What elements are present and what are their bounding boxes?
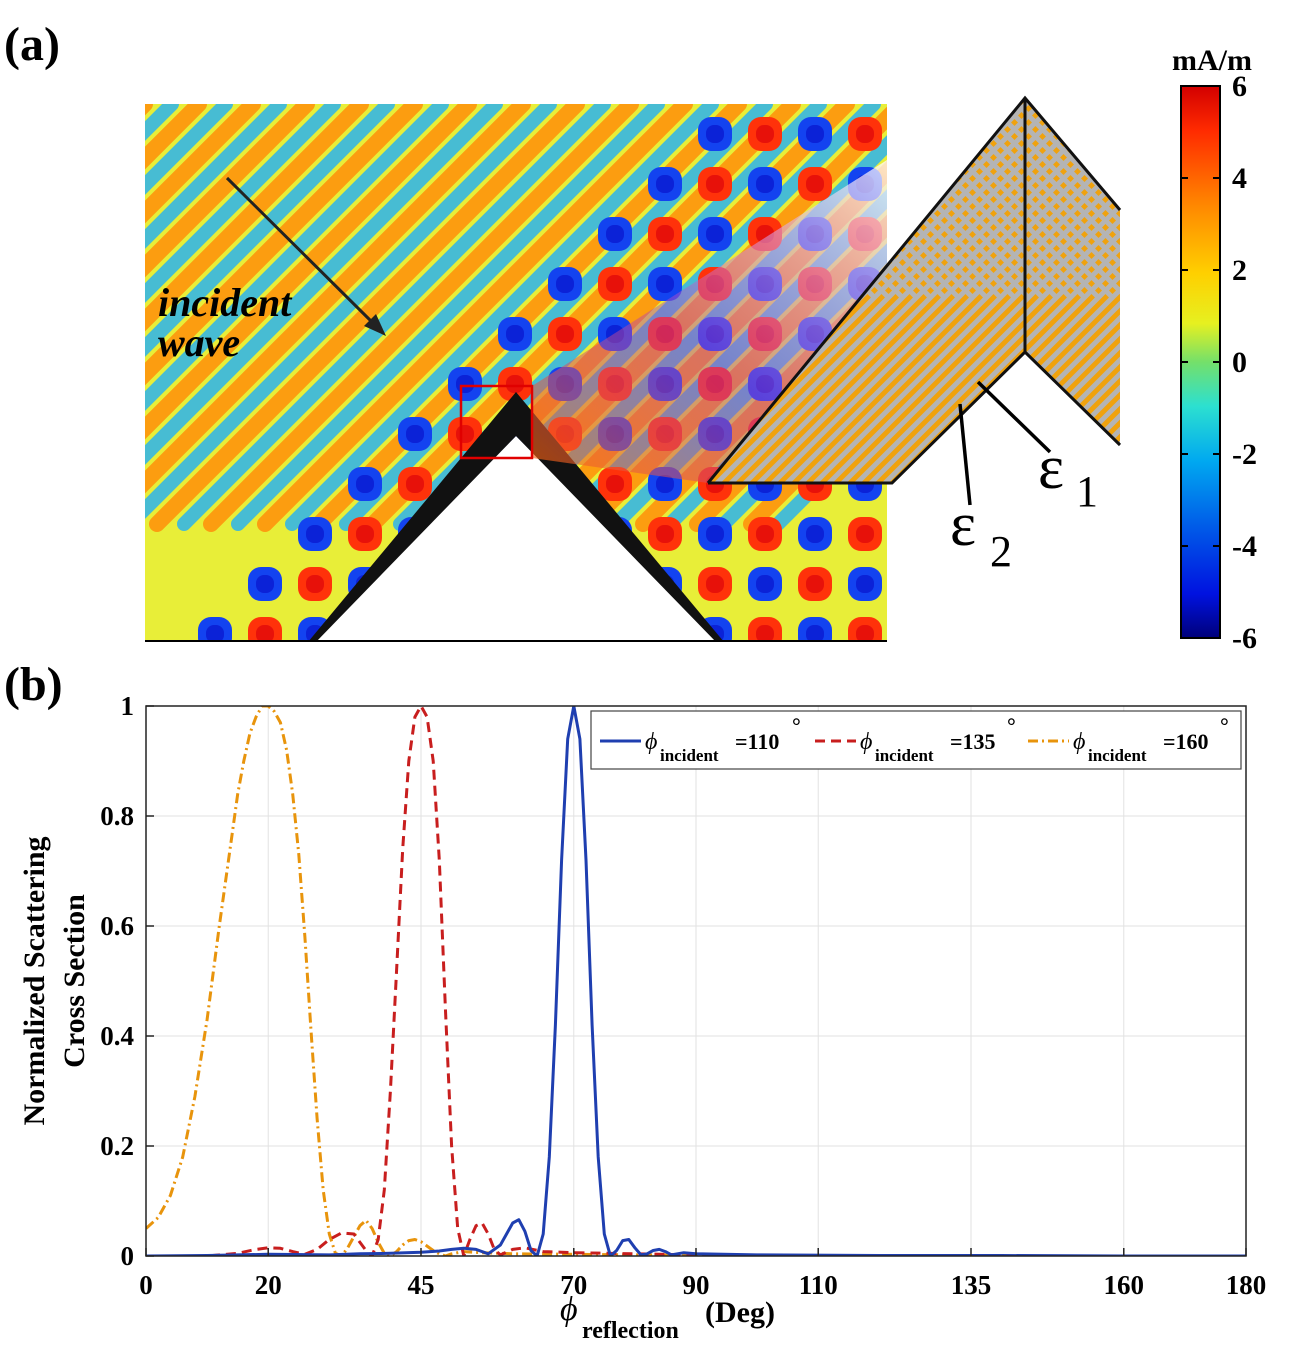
y-tick-label: 0.4 (100, 1021, 134, 1051)
y-tick-label: 0.6 (100, 911, 134, 941)
x-tick-label: 135 (951, 1270, 992, 1300)
eps1-pointer (976, 380, 1052, 454)
colorbar-tick-label: 6 (1232, 70, 1247, 103)
colorbar-tick-label: -2 (1232, 438, 1257, 471)
y-tick-label: 0.2 (100, 1131, 134, 1161)
colorbar-ticks: 6 4 2 0 -2 -4 -6 (1181, 70, 1257, 655)
colorbar-tick-label: 4 (1232, 162, 1247, 195)
x-tick-label: 90 (683, 1270, 710, 1300)
y-tick-label: 0.8 (100, 801, 134, 831)
y-axis-label-line2: Cross Section (58, 894, 91, 1068)
legend-sub-110: incident (660, 746, 719, 765)
series-160 (146, 706, 1246, 1256)
eps2-pointer (958, 403, 972, 506)
eps2-subscript: 2 (990, 527, 1012, 576)
colorbar-unit: mA/m (1172, 44, 1252, 77)
legend-text-160: =160 (1163, 729, 1209, 754)
x-axis-label-unit: (Deg) (705, 1296, 775, 1329)
legend-phi-135: ϕ (860, 729, 872, 755)
colorbar-tick-label: 0 (1232, 346, 1247, 379)
series-135 (146, 706, 1246, 1256)
x-axis-label-phi: ϕ (560, 1291, 578, 1328)
x-tick-label: 110 (799, 1270, 838, 1300)
x-tick-label: 20 (255, 1270, 282, 1300)
legend-phi-160: ϕ (1073, 729, 1085, 755)
legend-deg-135: ° (1007, 713, 1016, 738)
colorbar-tick-label: -6 (1232, 622, 1257, 655)
eps1-label: ε (1038, 434, 1064, 502)
annotation-wave: wave (158, 320, 240, 365)
x-tick-label: 180 (1226, 1270, 1267, 1300)
zoom-box (459, 384, 534, 460)
y-tick-label: 0 (121, 1241, 135, 1271)
arrow-head-icon (364, 314, 386, 336)
colorbar-tick-label: 2 (1232, 254, 1247, 287)
y-axis-label-line1: Normalized Scattering (18, 836, 51, 1125)
incident-arrow (225, 176, 378, 328)
x-axis-label-sub: reflection (582, 1318, 679, 1344)
series-110 (146, 706, 1246, 1256)
legend-phi-110: ϕ (645, 729, 657, 755)
x-ticks: 0 20 45 70 90 110 135 160 180 (139, 1248, 1266, 1300)
panel-b-label: (b) (4, 658, 63, 711)
x-tick-label: 160 (1104, 1270, 1145, 1300)
y-ticks: 0 0.2 0.4 0.6 0.8 1 (100, 691, 154, 1271)
x-tick-label: 70 (560, 1270, 587, 1300)
legend-sub-160: incident (1088, 746, 1147, 765)
y-tick-label: 1 (121, 691, 135, 721)
annotation-incident: incident (158, 280, 293, 325)
legend-deg-160: ° (1220, 713, 1229, 738)
x-tick-label: 45 (408, 1270, 435, 1300)
series-group (146, 706, 1246, 1256)
colorbar-tick-label: -4 (1232, 530, 1257, 563)
legend-text-135: =135 (950, 729, 996, 754)
legend-deg-110: ° (792, 713, 801, 738)
legend-sub-135: incident (875, 746, 934, 765)
legend-text-110: =110 (735, 729, 779, 754)
panel-a-label: (a) (4, 18, 60, 71)
x-tick-label: 0 (139, 1270, 153, 1300)
legend: ϕ incident =110 ° ϕ incident =135 ° ϕ in… (590, 710, 1242, 770)
eps1-subscript: 1 (1076, 467, 1098, 516)
wedge-interior (308, 436, 722, 642)
eps2-label: ε (950, 491, 976, 559)
